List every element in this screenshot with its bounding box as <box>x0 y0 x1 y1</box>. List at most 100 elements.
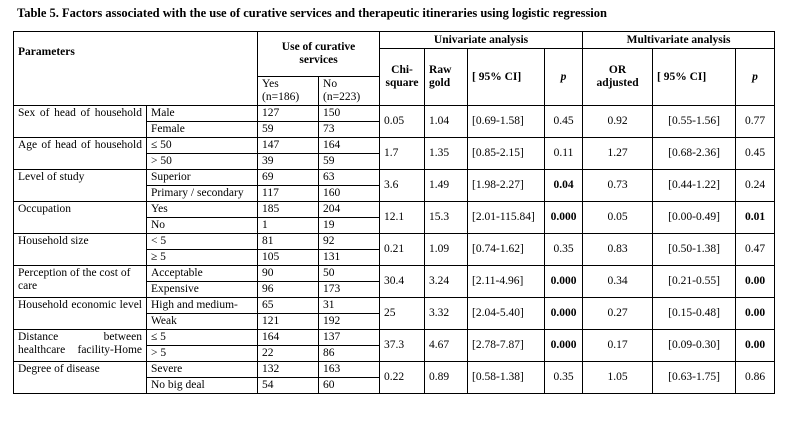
ci-univariate-value: [0.58-1.38] <box>467 361 546 394</box>
yes-count: 22 <box>257 345 320 362</box>
table-row: Degree of disease Severe 132 163 0.22 0.89 [0.… <box>13 361 776 394</box>
ci-multivariate-value: [0.21-0.55] <box>652 265 737 298</box>
no-count: 50 <box>318 265 381 282</box>
p-univariate-value: 0.35 <box>544 361 584 394</box>
no-count: 164 <box>318 137 381 154</box>
ci-multivariate-value: [0.44-1.22] <box>652 169 737 202</box>
header-p-univariate: p <box>544 48 584 106</box>
ci-univariate-value: [2.11-4.96] <box>467 265 546 298</box>
level-label: No big deal <box>145 377 259 394</box>
p-multivariate-value: 0.01 <box>735 201 776 234</box>
or-adjusted-value: 0.73 <box>582 169 654 202</box>
parameter-label: Perception of the cost of care <box>13 265 147 298</box>
chi-square-value: 12.1 <box>379 201 426 234</box>
p-univariate-value: 0.000 <box>544 297 584 330</box>
or-adjusted-value: 0.17 <box>582 329 654 362</box>
table-row: Occupation Yes 185 204 12.1 15.3 [2.01-115.84]… <box>13 201 776 234</box>
table-row: Household size < 5 81 92 0.21 1.09 [0.74-1.62]… <box>13 233 776 266</box>
level-label: ≥ 5 <box>145 249 259 266</box>
yes-count: 81 <box>257 233 320 250</box>
chi-square-value: 0.05 <box>379 105 426 138</box>
table-row: Level of study Superior 69 63 3.6 1.49 [1.98-2… <box>13 169 776 202</box>
yes-count: 117 <box>257 185 320 202</box>
p-univariate-value: 0.35 <box>544 233 584 266</box>
p-univariate-value: 0.000 <box>544 265 584 298</box>
level-label: High and medium- <box>145 297 259 314</box>
level-label: < 5 <box>145 233 259 250</box>
header-no: No <box>323 78 338 90</box>
header-use-curative-services: Use of curative services <box>257 31 381 77</box>
table-row: Primary / secondary 117 160 <box>14 185 775 202</box>
raw-gold-value: 1.35 <box>424 137 469 170</box>
level-label: Yes <box>145 201 259 218</box>
table-row: > 5 22 86 <box>14 345 775 362</box>
no-count: 150 <box>318 105 381 122</box>
header-no-n: (n=223) <box>323 91 361 103</box>
table-row: > 50 39 59 <box>14 153 775 170</box>
p-multivariate-value: 0.00 <box>735 297 776 330</box>
level-label: Male <box>145 105 259 122</box>
no-count: 131 <box>318 249 381 266</box>
p-univariate-value: 0.11 <box>544 137 584 170</box>
level-label: Superior <box>145 169 259 186</box>
p-univariate-value: 0.000 <box>544 201 584 234</box>
ci-multivariate-value: [0.55-1.56] <box>652 105 737 138</box>
logistic-regression-table: Parameters Use of curative services Univ… <box>12 31 776 394</box>
header-multivariate-analysis: Multivariate analysis <box>582 31 776 49</box>
raw-gold-value: 3.24 <box>424 265 469 298</box>
header-parameters: Parameters <box>12 31 259 106</box>
chi-square-value: 0.22 <box>379 361 426 394</box>
raw-gold-value: 1.49 <box>424 169 469 202</box>
chi-square-value: 0.21 <box>379 233 426 266</box>
ci-multivariate-value: [0.00-0.49] <box>652 201 737 234</box>
level-label: Expensive <box>145 281 259 298</box>
ci-univariate-value: [0.85-2.15] <box>467 137 546 170</box>
ci-univariate-value: [2.04-5.40] <box>467 297 546 330</box>
level-label: Weak <box>145 313 259 330</box>
ci-univariate-value: [2.01-115.84] <box>467 201 546 234</box>
parameter-label: Level of study <box>13 169 147 202</box>
no-count: 60 <box>318 377 381 394</box>
raw-gold-value: 15.3 <box>424 201 469 234</box>
yes-count: 39 <box>257 153 320 170</box>
no-count: 92 <box>318 233 381 250</box>
parameter-label: Degree of disease <box>13 361 147 394</box>
p-multivariate-value: 0.45 <box>735 137 776 170</box>
header-ci-univariate: [ 95% CI] <box>467 48 546 106</box>
chi-square-value: 3.6 <box>379 169 426 202</box>
ci-univariate-value: [2.78-7.87] <box>467 329 546 362</box>
no-count: 160 <box>318 185 381 202</box>
parameter-label: Age of head of household <box>13 137 147 170</box>
yes-count: 59 <box>257 121 320 138</box>
yes-count: 96 <box>257 281 320 298</box>
yes-count: 105 <box>257 249 320 266</box>
header-univariate-analysis: Univariate analysis <box>379 31 584 49</box>
p-multivariate-value: 0.47 <box>735 233 776 266</box>
header-ci-multivariate: [ 95% CI] <box>652 48 737 106</box>
table-row: Sex of head of household Male 127 150 0.05 1.… <box>13 105 776 138</box>
raw-gold-value: 1.09 <box>424 233 469 266</box>
yes-count: 65 <box>257 297 320 314</box>
yes-count: 121 <box>257 313 320 330</box>
table-row: Age of head of household ≤ 50 147 164 1.7 1.3… <box>13 137 776 170</box>
yes-count: 164 <box>257 329 320 346</box>
no-count: 204 <box>318 201 381 218</box>
header-yes: Yes <box>262 78 279 90</box>
no-count: 73 <box>318 121 381 138</box>
parameter-label: Occupation <box>13 201 147 234</box>
yes-count: 54 <box>257 377 320 394</box>
or-adjusted-value: 1.05 <box>582 361 654 394</box>
header-or-adjusted: OR adjusted <box>582 48 654 106</box>
header-raw-gold: Raw gold <box>424 48 469 106</box>
p-multivariate-value: 0.86 <box>735 361 776 394</box>
p-univariate-value: 0.45 <box>544 105 584 138</box>
no-count: 31 <box>318 297 381 314</box>
p-univariate-value: 0.000 <box>544 329 584 362</box>
no-count: 86 <box>318 345 381 362</box>
no-count: 192 <box>318 313 381 330</box>
ci-univariate-value: [1.98-2.27] <box>467 169 546 202</box>
ci-multivariate-value: [0.63-1.75] <box>652 361 737 394</box>
table-row: Weak 121 192 <box>14 313 775 330</box>
or-adjusted-value: 0.34 <box>582 265 654 298</box>
yes-count: 147 <box>257 137 320 154</box>
